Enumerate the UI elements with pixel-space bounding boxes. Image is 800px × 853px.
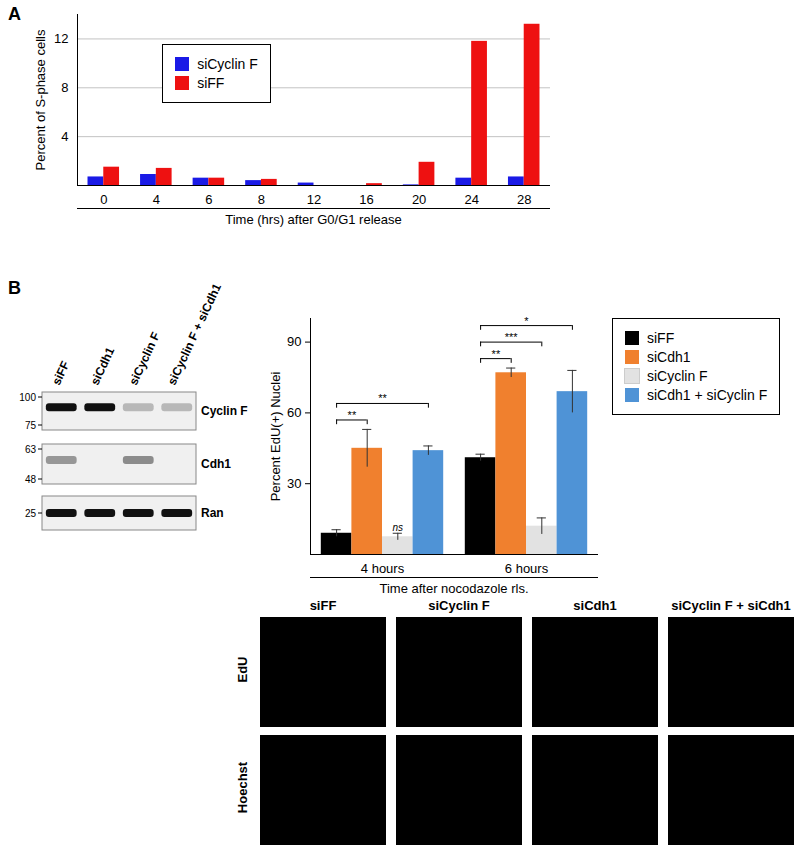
- svg-text:4: 4: [61, 129, 68, 144]
- svg-text:Cdh1: Cdh1: [201, 457, 231, 471]
- svg-text:siCyclin F: siCyclin F: [126, 330, 163, 387]
- html-text:siCdh1: siCdh1: [647, 349, 691, 365]
- html-text:siCdh1: siCdh1: [573, 598, 617, 613]
- svg-text:6 hours: 6 hours: [505, 561, 549, 576]
- html-text:siCyclin F + siCdh1: siCyclin F + siCdh1: [671, 598, 791, 613]
- svg-text:4 hours: 4 hours: [361, 561, 405, 576]
- svg-text:**: **: [492, 348, 501, 360]
- svg-text:63: 63: [25, 444, 37, 455]
- html-text:Time (hrs) after G0/G1 release: Time (hrs) after G0/G1 release: [225, 212, 402, 227]
- svg-text:12: 12: [54, 31, 68, 46]
- svg-text:ns: ns: [393, 522, 404, 533]
- svg-text:90: 90: [287, 334, 301, 349]
- svg-text:48: 48: [25, 474, 37, 485]
- svg-text:siCdh1: siCdh1: [88, 345, 118, 387]
- svg-text:16: 16: [359, 192, 373, 207]
- svg-text:30: 30: [287, 476, 301, 491]
- svg-text:12: 12: [307, 192, 321, 207]
- svg-text:28: 28: [517, 192, 531, 207]
- html-text:A: A: [8, 4, 21, 24]
- html-text:Time after nocodazole rls.: Time after nocodazole rls.: [379, 581, 529, 596]
- svg-text:0: 0: [100, 192, 107, 207]
- html-text:siCdh1 + siCyclin F: siCdh1 + siCyclin F: [647, 387, 768, 403]
- html-text:EdU: EdU: [234, 656, 250, 683]
- html-text:Hoechst: Hoechst: [234, 761, 250, 814]
- svg-text:Percent of S-phase cells: Percent of S-phase cells: [33, 29, 48, 170]
- html-text:siCyclin F: siCyclin F: [197, 56, 258, 72]
- svg-text:siFF: siFF: [49, 359, 72, 387]
- svg-text:Percent EdU(+) Nuclei: Percent EdU(+) Nuclei: [268, 372, 283, 502]
- svg-text:siCyclin F + siCdh1: siCyclin F + siCdh1: [165, 281, 224, 387]
- html-text:siFF: siFF: [647, 330, 675, 346]
- svg-text:25: 25: [25, 508, 37, 519]
- svg-text:24: 24: [464, 192, 478, 207]
- svg-text:100: 100: [19, 392, 36, 403]
- svg-text:***: ***: [505, 331, 519, 343]
- svg-text:*: *: [524, 315, 529, 327]
- html-text:siFF: siFF: [309, 598, 337, 613]
- html-text:B: B: [8, 278, 21, 298]
- svg-text:8: 8: [61, 80, 68, 95]
- svg-text:Cyclin F: Cyclin F: [201, 404, 248, 418]
- svg-text:75: 75: [25, 420, 37, 431]
- svg-text:4: 4: [153, 192, 160, 207]
- svg-text:**: **: [378, 392, 387, 404]
- html-text:siCyclin F: siCyclin F: [428, 598, 490, 613]
- svg-text:Ran: Ran: [201, 506, 224, 520]
- html-text:siCyclin F: siCyclin F: [647, 368, 708, 384]
- svg-text:8: 8: [258, 192, 265, 207]
- svg-text:**: **: [348, 409, 357, 421]
- svg-text:20: 20: [412, 192, 426, 207]
- svg-text:60: 60: [287, 405, 301, 420]
- svg-text:6: 6: [205, 192, 212, 207]
- html-text:siFF: siFF: [197, 75, 225, 91]
